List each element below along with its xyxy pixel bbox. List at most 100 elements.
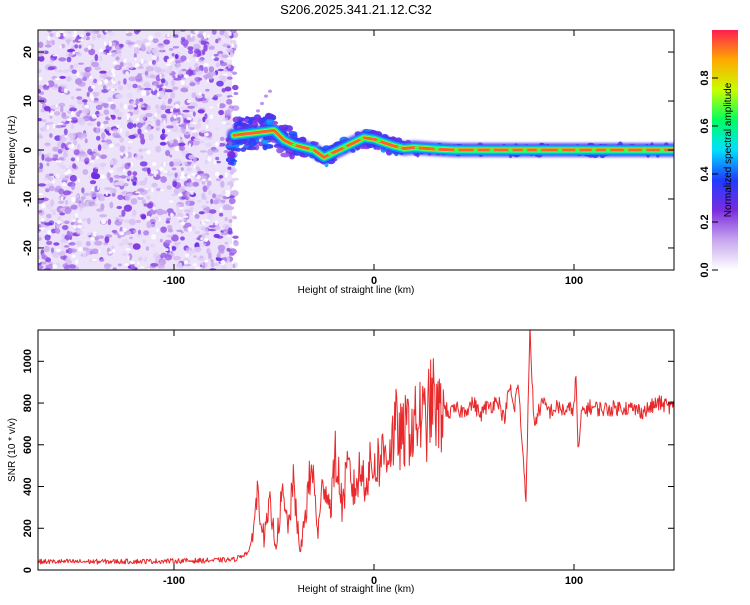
noise-gap <box>108 251 112 254</box>
noise-speck <box>134 153 142 160</box>
noise-gap <box>46 124 50 130</box>
noise-speck <box>61 43 66 49</box>
noise-speck <box>145 75 151 78</box>
noise-speck <box>180 236 185 241</box>
noise-gap <box>97 185 100 191</box>
noise-gap <box>123 103 128 110</box>
ridge-blob <box>233 144 240 148</box>
noise-speck <box>58 102 66 108</box>
noise-gap <box>148 61 152 66</box>
noise-speck <box>229 168 235 175</box>
noise-speck <box>140 214 147 220</box>
noise-speck <box>136 233 143 238</box>
noise-speck <box>59 134 67 142</box>
noise-gap <box>110 87 116 92</box>
noise-gap <box>78 39 84 42</box>
noise-speck <box>94 66 102 71</box>
noise-speck <box>162 101 166 106</box>
noise-speck <box>194 246 202 253</box>
noise-speck <box>178 124 185 128</box>
noise-speck <box>220 232 228 236</box>
noise-gap <box>159 73 162 79</box>
noise-gap <box>68 144 72 149</box>
noise-gap <box>200 237 204 241</box>
noise-speck <box>215 127 219 130</box>
noise-speck <box>184 209 192 213</box>
noise-speck <box>116 205 123 210</box>
noise-speck <box>208 225 216 228</box>
ridge-blob <box>241 123 250 127</box>
noise-speck <box>123 204 132 212</box>
noise-speck <box>215 38 219 44</box>
noise-speck <box>87 217 91 225</box>
x-tick-label: -100 <box>163 275 185 287</box>
noise-speck <box>172 180 178 188</box>
ridge-accent <box>473 148 479 152</box>
noise-speck <box>198 140 205 144</box>
noise-speck <box>160 78 166 84</box>
noise-gap <box>213 160 217 165</box>
noise-speck <box>61 225 69 230</box>
y-tick-label: 200 <box>22 519 34 537</box>
noise-speck <box>95 104 103 111</box>
noise-speck <box>137 128 142 135</box>
noise-speck <box>115 93 124 99</box>
noise-gap <box>202 222 206 225</box>
noise-speck <box>155 187 161 192</box>
noise-speck <box>203 66 209 74</box>
noise-speck <box>99 258 105 262</box>
ridge-blob <box>235 147 242 152</box>
noise-speck <box>69 134 75 142</box>
noise-speck <box>153 252 160 258</box>
noise-gap <box>38 192 44 196</box>
noise-speck <box>203 196 208 200</box>
noise-speck <box>115 56 120 61</box>
noise-speck <box>205 119 209 124</box>
noise-speck <box>160 176 167 183</box>
noise-speck <box>191 225 196 232</box>
noise-speck <box>215 178 222 182</box>
noise-gap <box>126 113 131 118</box>
noise-gap <box>154 173 157 178</box>
noise-speck <box>45 142 50 146</box>
noise-speck <box>229 30 237 34</box>
noise-gap <box>190 191 194 195</box>
noise-gap <box>187 174 191 179</box>
noise-speck <box>165 150 171 157</box>
noise-speck <box>205 200 209 204</box>
noise-speck <box>102 142 109 150</box>
noise-speck <box>51 247 54 254</box>
colorbar-tick-label: 0.4 <box>699 165 711 181</box>
noise-speck <box>134 30 140 35</box>
noise-speck <box>233 91 239 96</box>
noise-speck <box>77 143 81 150</box>
noise-speck <box>117 116 122 120</box>
noise-speck <box>170 91 176 99</box>
noise-speck <box>212 193 216 199</box>
noise-speck <box>220 199 226 204</box>
noise-gap <box>145 187 148 190</box>
noise-gap <box>104 30 108 33</box>
noise-speck <box>79 153 89 158</box>
noise-speck <box>64 265 70 270</box>
noise-gap <box>229 96 235 100</box>
noise-gap <box>64 171 69 176</box>
noise-speck <box>223 150 229 154</box>
ridge-accent <box>605 148 611 152</box>
noise-speck <box>50 199 55 207</box>
noise-gap <box>63 88 68 94</box>
noise-speck <box>64 199 69 206</box>
noise-speck <box>74 44 78 49</box>
noise-speck <box>121 252 128 257</box>
noise-speck <box>148 133 154 141</box>
noise-speck <box>49 32 54 38</box>
noise-speck <box>132 181 137 186</box>
noise-speck <box>173 255 181 261</box>
noise-gap <box>58 122 64 125</box>
noise-speck <box>79 199 84 203</box>
noise-speck <box>38 69 42 74</box>
noise-speck <box>201 205 208 209</box>
noise-gap <box>205 124 209 129</box>
noise-speck <box>49 133 53 138</box>
noise-speck <box>130 198 138 205</box>
